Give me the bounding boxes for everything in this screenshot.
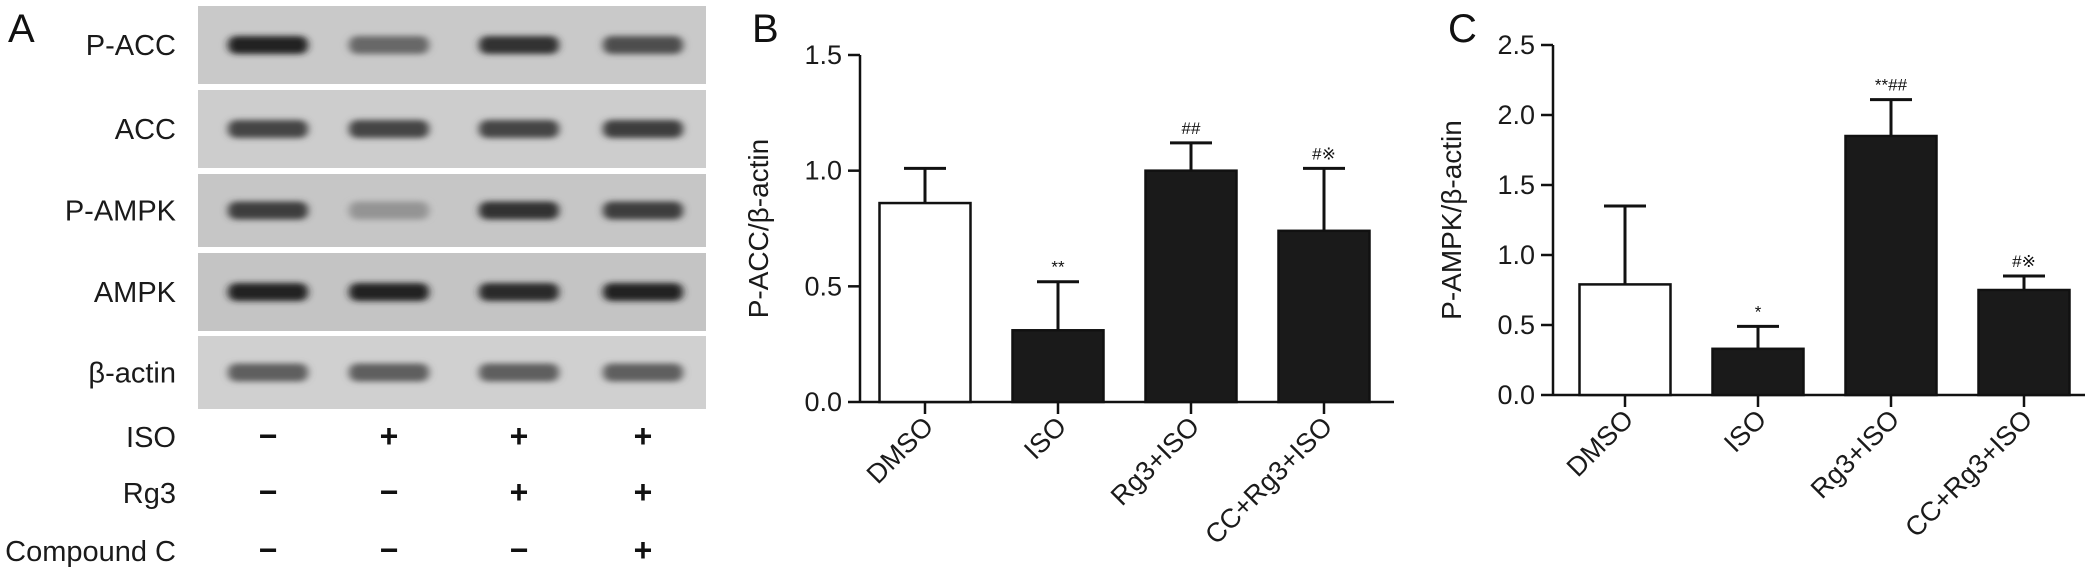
condition-table: ISO − + + + Rg3 − − + + Compound C − − − + [5,418,652,568]
y-tick-label: 0.0 [804,387,842,417]
x-tick-label: DMSO [1561,404,1639,482]
y-tick-label: 2.0 [1497,100,1535,130]
blot-label-p-ampk: P-AMPK [65,196,177,228]
condition-sign-compound-c-lane-4: + [634,532,653,568]
band-acc-lane-4 [603,120,683,138]
y-tick-label: 1.5 [1497,170,1535,200]
significance-marker: **## [1875,76,1908,95]
band-p-acc-lane-4 [603,36,683,54]
chart-p-ampk: 0.0 0.5 1.0 1.5 2.0 2.5 P-AMPK/β-actin DMSO ISO *… [1436,30,2085,543]
blot-labels: P-ACC ACC P-AMPK AMPK β-actin [65,30,177,390]
blot-label-acc: ACC [115,114,176,146]
significance-marker: #※ [2012,252,2036,271]
x-tick-label: ISO [1718,404,1772,458]
band-actin-lane-2 [349,363,429,382]
panel-c-letter: C [1448,7,1477,51]
x-tick-label: Rg3+ISO [1805,404,1905,504]
panel-c-chart: C 0.0 0.5 1.0 1.5 2.0 2.5 P-AMPK/β-actin DMSO IS… [1436,7,2085,543]
panel-a-letter: A [8,7,35,51]
band-ampk-lane-3 [479,283,559,301]
blot-label-ampk: AMPK [94,277,177,309]
condition-sign-iso-lane-3: + [510,418,529,454]
panel-a-western-blot: A P-ACC ACC P-AMPK AMPK β-actin ISO − + + + Rg3 − −… [5,6,706,568]
y-tick-label: 1.5 [804,40,842,70]
x-tick-label: CC+Rg3+ISO [1899,404,2038,543]
y-tick-label: 1.0 [1497,240,1535,270]
bar-dmso [1578,283,1672,397]
chart-p-acc: 0.0 0.5 1.0 1.5 P-ACC/β-actin DMSO ISO ** Rg3+IS… [743,40,1394,550]
condition-sign-rg3-lane-2: − [380,474,399,510]
band-p-acc-lane-1 [228,36,308,54]
band-acc-lane-2 [349,120,429,138]
band-p-acc-lane-2 [349,36,429,54]
band-p-ampk-lane-2 [349,201,429,220]
y-tick-label: 2.5 [1497,30,1535,60]
significance-marker: #※ [1312,144,1336,163]
bar-cc-rg3-iso [1277,229,1371,404]
condition-sign-iso-lane-1: − [259,418,278,454]
condition-label-compound-c: Compound C [5,536,176,568]
y-axis-title: P-ACC/β-actin [743,139,774,318]
blot-strips [198,6,706,409]
significance-marker: ** [1051,258,1065,277]
band-actin-lane-4 [603,363,683,382]
y-axis-title: P-AMPK/β-actin [1436,120,1467,320]
band-actin-lane-1 [228,363,308,382]
condition-label-rg3: Rg3 [123,478,176,510]
band-p-ampk-lane-3 [479,201,559,220]
blot-label-actin: β-actin [88,358,176,390]
condition-sign-rg3-lane-3: + [510,474,529,510]
condition-sign-compound-c-lane-2: − [380,532,399,568]
band-actin-lane-3 [479,363,559,382]
condition-sign-compound-c-lane-1: − [259,532,278,568]
condition-sign-compound-c-lane-3: − [510,532,529,568]
band-acc-lane-1 [228,120,308,138]
band-p-ampk-lane-1 [228,201,308,220]
band-acc-lane-3 [479,120,559,138]
bar-cc-rg3-iso [1977,288,2071,397]
y-tick-label: 1.0 [804,156,842,186]
band-p-acc-lane-3 [479,36,559,54]
panel-b-letter: B [752,7,779,51]
bar-iso [1711,347,1805,397]
y-tick-label: 0.5 [804,271,842,301]
band-ampk-lane-2 [349,283,429,301]
condition-sign-iso-lane-4: + [634,418,653,454]
condition-label-iso: ISO [126,422,176,454]
band-ampk-lane-4 [603,283,683,301]
band-ampk-lane-1 [228,283,308,301]
x-tick-label: Rg3+ISO [1105,411,1205,511]
bar-rg3-iso [1144,169,1238,404]
condition-sign-iso-lane-2: + [380,418,399,454]
bar-iso [1011,329,1105,404]
significance-marker: ## [1182,119,1201,138]
significance-marker: * [1755,302,1762,321]
x-tick-label: DMSO [861,411,939,489]
condition-sign-rg3-lane-4: + [634,474,653,510]
y-tick-label: 0.5 [1497,310,1535,340]
band-p-ampk-lane-4 [603,201,683,220]
x-tick-label: ISO [1018,411,1072,465]
condition-sign-rg3-lane-1: − [259,474,278,510]
bar-rg3-iso [1844,134,1938,397]
x-tick-label: CC+Rg3+ISO [1199,411,1338,550]
blot-label-p-acc: P-ACC [86,30,176,62]
y-tick-label: 0.0 [1497,380,1535,410]
panel-b-chart: B 0.0 0.5 1.0 1.5 P-ACC/β-actin DMSO ISO ** Rg3+… [743,7,1394,550]
bar-dmso [878,201,972,404]
